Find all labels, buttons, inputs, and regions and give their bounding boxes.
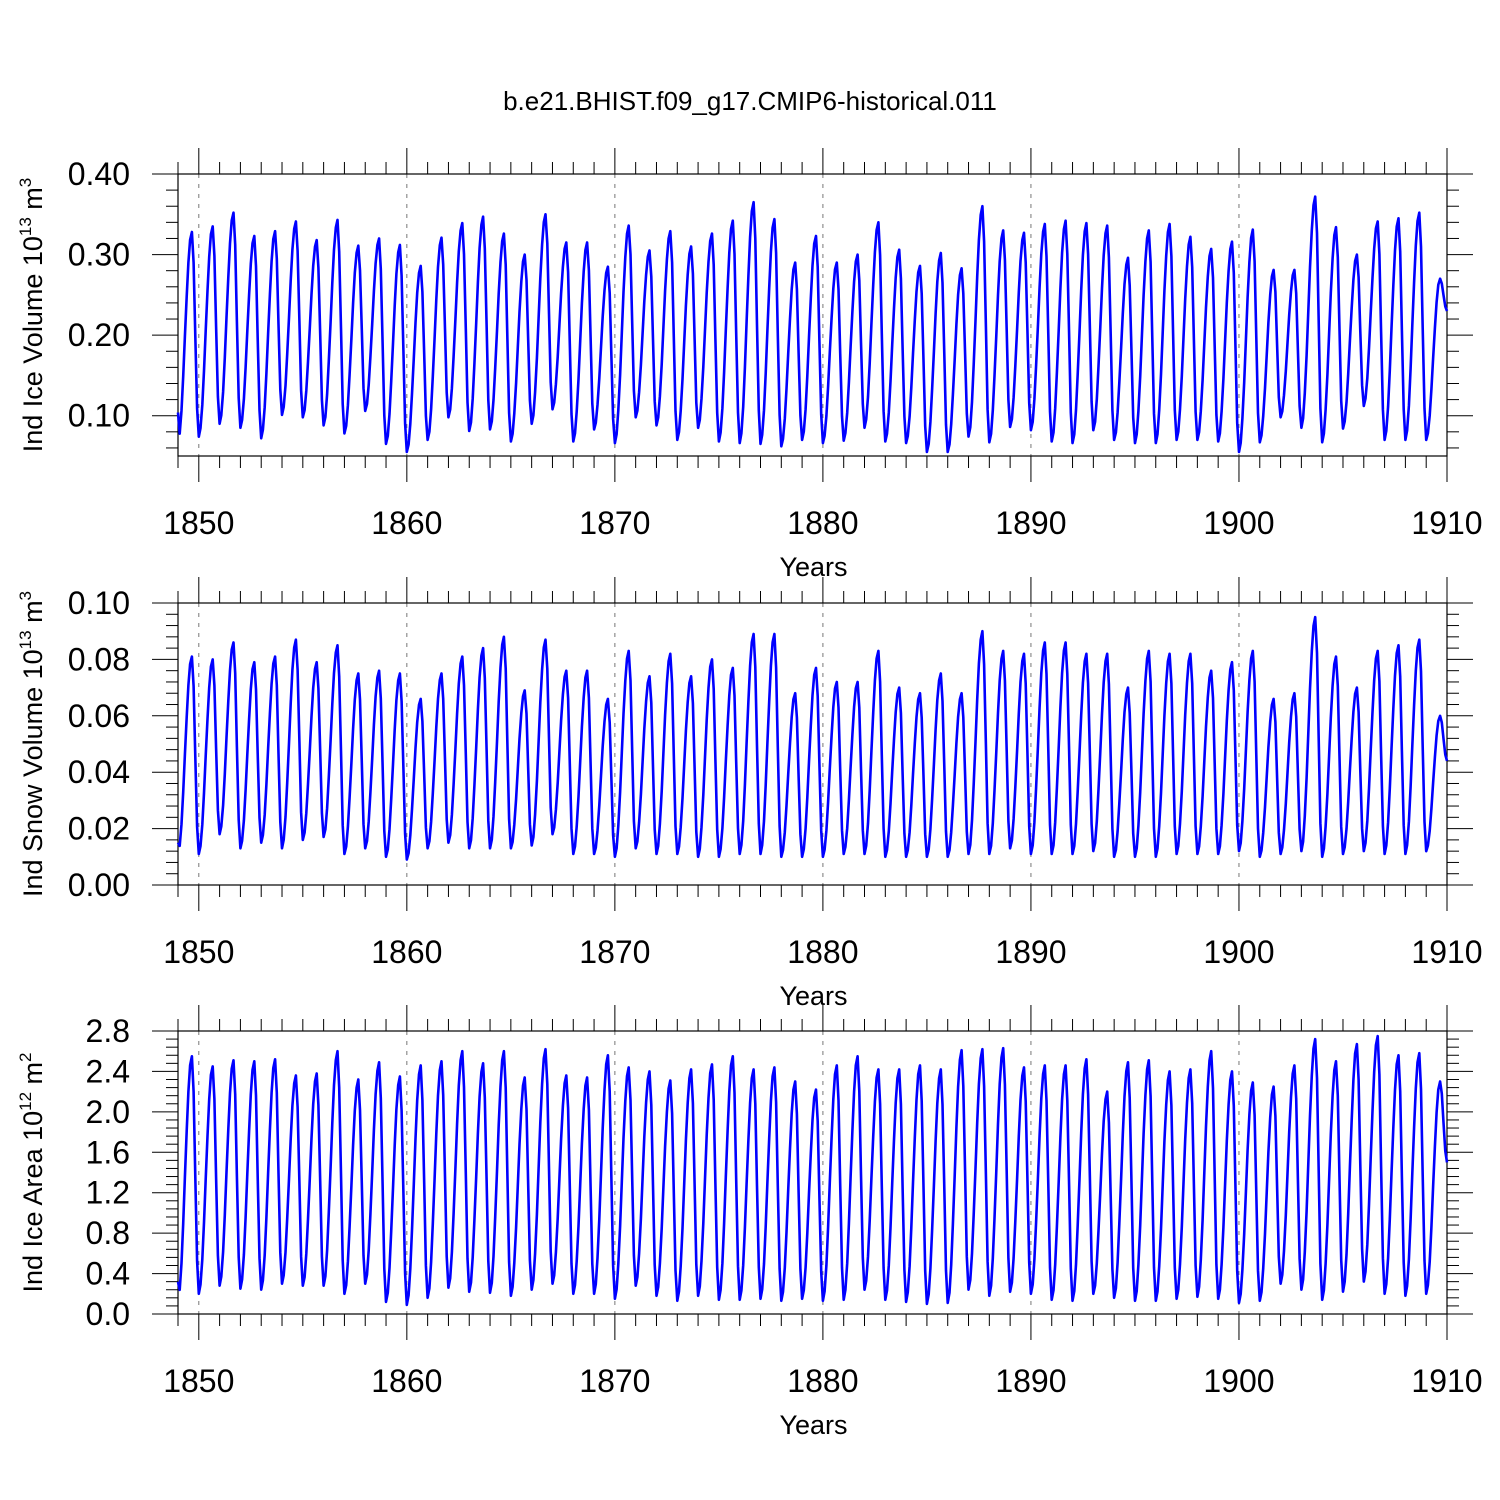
x-tick-label: 1850 <box>163 1363 234 1399</box>
x-tick-label: 1880 <box>787 934 858 970</box>
series-line-snow-volume <box>176 615 1449 861</box>
y-axis-label-text: Ind Snow Volume 10 <box>18 649 48 897</box>
y-axis-label-exponent: 13 <box>16 217 35 236</box>
y-axis-label-unit: m <box>18 187 48 217</box>
x-tick-label: 1880 <box>787 1363 858 1399</box>
x-tick-label: 1870 <box>579 1363 650 1399</box>
y-axis-label: Ind Ice Volume 1013 m3 <box>16 178 48 453</box>
y-tick-label: 0.0 <box>86 1296 130 1332</box>
panels: 1850 1860 1870 1880 1890 1900 1910 0.10 0.20 0.30… <box>16 148 1483 1440</box>
y-tick-label: 2.0 <box>86 1094 130 1130</box>
x-tick-label: 1870 <box>579 934 650 970</box>
x-tick-label: 1890 <box>995 934 1066 970</box>
y-tick-label: 0.40 <box>68 156 130 192</box>
series-line-ice-volume <box>176 195 1449 454</box>
panel-ice-volume: 1850 1860 1870 1880 1890 1900 1910 0.10 0.20 0.30… <box>16 148 1483 582</box>
y-tick-label: 0.30 <box>68 237 130 273</box>
y-axis-label-unit: m <box>18 600 48 630</box>
y-axis-label-exponent: 12 <box>16 1092 35 1111</box>
y-axis-label-unit-exponent: 3 <box>16 591 35 600</box>
x-tick-label: 1910 <box>1411 1363 1482 1399</box>
x-tick-label: 1850 <box>163 934 234 970</box>
x-tick-label: 1910 <box>1411 934 1482 970</box>
panel-ice-area: 1850 1860 1870 1880 1890 1900 1910 0.0 0.4 0.8 1.2… <box>16 1005 1483 1440</box>
y-axis-label-unit: m <box>18 1062 48 1092</box>
y-tick-label: 1.2 <box>86 1175 130 1211</box>
x-axis-label: Years <box>779 1410 847 1440</box>
x-tick-label: 1860 <box>371 1363 442 1399</box>
y-axis-label-unit-exponent: 2 <box>16 1052 35 1061</box>
y-tick-label: 0.20 <box>68 317 130 353</box>
x-tick-label: 1880 <box>787 505 858 541</box>
x-tick-label: 1870 <box>579 505 650 541</box>
x-tick-label: 1850 <box>163 505 234 541</box>
plot-frame <box>177 173 1448 457</box>
x-tick-label: 1860 <box>371 934 442 970</box>
figure-title: b.e21.BHIST.f09_g17.CMIP6-historical.011 <box>503 86 997 116</box>
y-tick-label: 0.10 <box>68 398 130 434</box>
y-tick-label: 2.8 <box>86 1013 130 1049</box>
x-tick-label: 1900 <box>1203 934 1274 970</box>
x-axis-label: Years <box>779 981 847 1011</box>
plot-frame <box>177 602 1448 886</box>
series-line-ice-area <box>176 1034 1449 1307</box>
y-axis-label-unit-exponent: 3 <box>16 178 35 187</box>
y-tick-label: 0.4 <box>86 1256 130 1292</box>
x-tick-label: 1900 <box>1203 1363 1274 1399</box>
x-tick-label: 1860 <box>371 505 442 541</box>
panel-snow-volume: 1850 1860 1870 1880 1890 1900 1910 0.00 0.02 0.04… <box>16 577 1483 1011</box>
x-axis-label: Years <box>779 552 847 582</box>
y-tick-label: 0.02 <box>68 811 130 847</box>
y-axis-label: Ind Snow Volume 1013 m3 <box>16 591 48 897</box>
y-tick-label: 1.6 <box>86 1134 130 1170</box>
y-tick-label: 0.00 <box>68 867 130 903</box>
y-tick-label: 0.08 <box>68 641 130 677</box>
y-axis-label-text: Ind Ice Area 10 <box>18 1111 48 1293</box>
plot-frame <box>177 1030 1448 1315</box>
y-tick-label: 2.4 <box>86 1053 130 1089</box>
y-axis-label-exponent: 13 <box>16 630 35 649</box>
x-tick-label: 1890 <box>995 505 1066 541</box>
y-tick-label: 0.10 <box>68 585 130 621</box>
y-axis-label: Ind Ice Area 1012 m2 <box>16 1052 48 1292</box>
y-axis-label-text: Ind Ice Volume 10 <box>18 236 48 452</box>
x-tick-label: 1910 <box>1411 505 1482 541</box>
x-tick-label: 1900 <box>1203 505 1274 541</box>
x-tick-label: 1890 <box>995 1363 1066 1399</box>
y-tick-label: 0.04 <box>68 754 130 790</box>
y-tick-label: 0.8 <box>86 1215 130 1251</box>
y-tick-label: 0.06 <box>68 698 130 734</box>
